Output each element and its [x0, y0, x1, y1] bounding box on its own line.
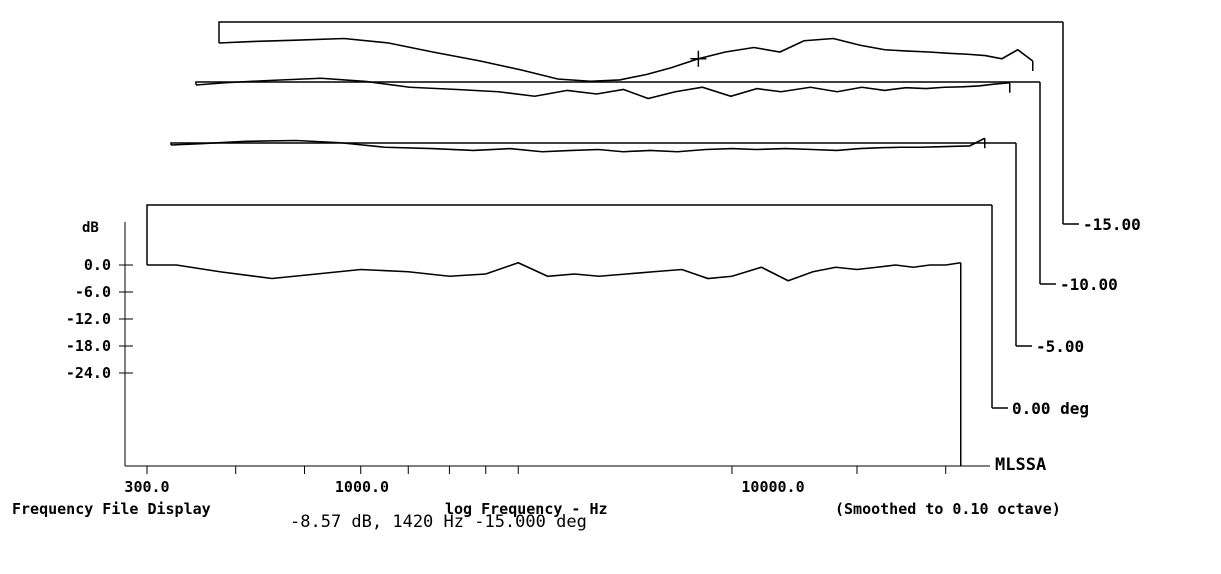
caption-left: Frequency File Display	[12, 500, 211, 518]
x-tick-label: 300.0	[124, 478, 169, 496]
mlssa-label: MLSSA	[995, 455, 1046, 475]
trace-frame-1	[170, 142, 1016, 145]
cursor-readout: -8.57 dB, 1420 Hz -15.000 deg	[290, 512, 587, 532]
trace-line-2	[195, 77, 1010, 100]
caption-right: (Smoothed to 0.10 octave)	[835, 500, 1061, 518]
y-tick-label: -6.0	[75, 283, 111, 301]
y-axis-label: dB	[82, 220, 99, 236]
caption-center: log Frequency - Hz	[445, 500, 608, 518]
trace-frame-2	[195, 81, 1040, 85]
x-tick-label: 10000.0	[741, 478, 804, 496]
y-tick-label: -18.0	[66, 337, 111, 355]
series-label-0: 0.00 deg	[1012, 399, 1089, 418]
trace-frame-0	[146, 204, 992, 265]
trace-frame-3	[218, 21, 1063, 43]
trace-line-1	[170, 137, 986, 153]
trace-line-0	[147, 261, 961, 282]
series-label-2: -10.00	[1060, 275, 1118, 294]
x-tick-label: 1000.0	[335, 478, 389, 496]
series-label-3: -15.00	[1083, 215, 1141, 234]
y-tick-label: -24.0	[66, 364, 111, 382]
trace-line-3	[218, 37, 1034, 83]
series-label-1: -5.00	[1036, 337, 1084, 356]
y-tick-label: 0.0	[84, 256, 111, 274]
y-tick-label: -12.0	[66, 310, 111, 328]
